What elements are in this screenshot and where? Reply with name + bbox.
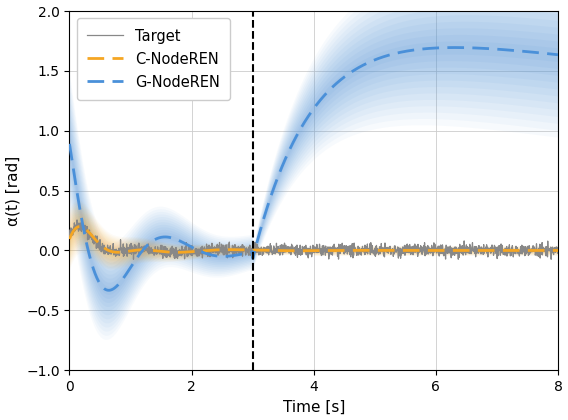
Line: C-NodeREN: C-NodeREN xyxy=(69,226,558,252)
G-NodeREN xyxy=(451,45,458,50)
Target xyxy=(291,245,298,250)
Line: G-NodeREN: G-NodeREN xyxy=(69,47,558,290)
C-NodeREN xyxy=(304,248,311,253)
Target xyxy=(91,241,98,246)
G-NodeREN xyxy=(291,138,298,143)
G-NodeREN xyxy=(554,52,561,57)
C-NodeREN xyxy=(174,250,181,255)
C-NodeREN xyxy=(541,248,548,253)
Target xyxy=(66,232,73,237)
C-NodeREN xyxy=(76,224,83,229)
G-NodeREN xyxy=(451,45,458,50)
C-NodeREN xyxy=(541,248,548,253)
G-NodeREN xyxy=(66,141,73,146)
Target xyxy=(548,257,554,262)
C-NodeREN xyxy=(554,248,561,253)
Y-axis label: α(t) [rad]: α(t) [rad] xyxy=(6,155,20,226)
Legend: Target, C-NodeREN, G-NodeREN: Target, C-NodeREN, G-NodeREN xyxy=(77,18,230,100)
G-NodeREN xyxy=(541,51,548,56)
C-NodeREN xyxy=(66,236,73,241)
G-NodeREN xyxy=(91,269,98,274)
G-NodeREN xyxy=(541,51,548,56)
G-NodeREN xyxy=(106,288,112,293)
C-NodeREN xyxy=(451,248,458,253)
Line: Target: Target xyxy=(69,220,558,259)
Target xyxy=(541,247,548,252)
Target xyxy=(74,218,81,223)
Target xyxy=(451,248,458,253)
C-NodeREN xyxy=(91,236,98,241)
X-axis label: Time [s]: Time [s] xyxy=(282,399,345,415)
Target xyxy=(540,249,547,254)
G-NodeREN xyxy=(304,116,311,121)
C-NodeREN xyxy=(291,248,298,253)
Target xyxy=(554,250,561,255)
Target xyxy=(304,250,311,255)
